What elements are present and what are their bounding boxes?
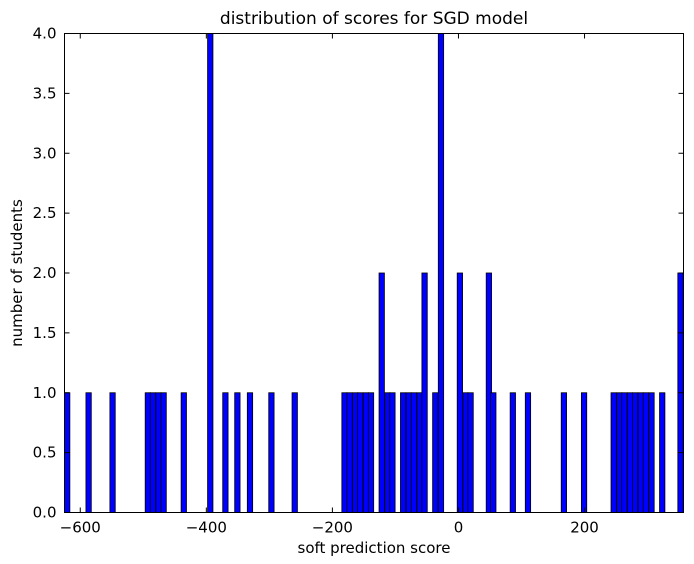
histogram-bar	[357, 392, 364, 513]
x-tick-label: −200	[312, 519, 353, 537]
histogram-bar	[432, 392, 439, 513]
x-axis-label: soft prediction score	[298, 539, 451, 557]
histogram-bar	[642, 392, 649, 513]
histogram-bar	[246, 392, 254, 513]
histogram-bar	[616, 392, 623, 513]
histogram-bar	[109, 392, 116, 513]
histogram-bar	[352, 392, 359, 513]
histogram-bar	[405, 392, 412, 513]
histogram-bar	[659, 392, 666, 513]
histogram-bar	[632, 392, 639, 513]
histogram-bar	[456, 272, 463, 513]
histogram-bar	[389, 392, 396, 513]
y-tick-label: 1.0	[33, 384, 57, 402]
histogram-bar	[621, 392, 628, 513]
histogram-bar	[346, 392, 353, 513]
histogram-bar	[222, 392, 229, 513]
histogram-bar	[144, 392, 151, 513]
histogram-bar	[362, 392, 370, 513]
histogram-bar	[410, 392, 417, 513]
y-ticks: 0.0 0.5 1.0 1.5 2.0 2.5 3.0 3.5 4.0	[33, 25, 684, 522]
histogram-bar	[85, 392, 92, 513]
y-tick-label: 4.0	[33, 25, 57, 43]
x-tick-label: −600	[60, 519, 101, 537]
histogram-bar	[524, 392, 532, 513]
y-tick-label: 0.5	[33, 444, 57, 462]
histogram-bar	[610, 392, 617, 513]
histogram-bar	[149, 392, 156, 513]
histogram-bar	[384, 392, 391, 513]
x-tick-label: 0	[454, 519, 464, 537]
y-tick-label: 1.5	[33, 324, 57, 342]
histogram-bar	[160, 392, 167, 513]
histogram-bar	[416, 392, 423, 513]
x-ticks: −600 −400 −200 0 200	[60, 33, 599, 537]
y-tick-label: 0.0	[33, 504, 57, 522]
y-axis-label: number of students	[8, 199, 26, 347]
histogram-bar	[462, 392, 469, 513]
histogram-bar	[648, 392, 655, 513]
histogram-bar	[400, 392, 407, 513]
histogram-bar	[560, 392, 567, 513]
bar-group	[64, 33, 684, 513]
histogram-bar	[637, 392, 644, 513]
histogram-bar	[207, 33, 214, 513]
x-tick-label: 200	[570, 519, 599, 537]
y-tick-label: 3.0	[33, 144, 57, 162]
x-tick-label: −400	[186, 519, 227, 537]
histogram-bar	[367, 392, 375, 513]
histogram-bar	[467, 392, 474, 513]
histogram-bar	[580, 392, 588, 513]
y-tick-label: 2.0	[33, 264, 57, 282]
y-tick-label: 3.5	[33, 84, 57, 102]
histogram-bar	[268, 392, 275, 513]
histogram-bar	[341, 392, 348, 513]
histogram-bar	[180, 392, 187, 513]
y-tick-label: 2.5	[33, 204, 57, 222]
histogram-bar	[378, 272, 385, 513]
histogram-bar	[490, 392, 497, 513]
histogram-bar	[509, 392, 516, 513]
plot-area: −600 −400 −200 0 200 0.0 0.5 1.0 1.5 2.0 2.5 3.0 3.…	[33, 25, 684, 537]
histogram-bar	[155, 392, 162, 513]
histogram-bar	[437, 33, 445, 513]
chart-title: distribution of scores for SGD model	[220, 9, 528, 29]
histogram-bar	[421, 272, 428, 513]
histogram-bar	[234, 392, 241, 513]
histogram-bar	[626, 392, 634, 513]
histogram-bar	[291, 392, 298, 513]
